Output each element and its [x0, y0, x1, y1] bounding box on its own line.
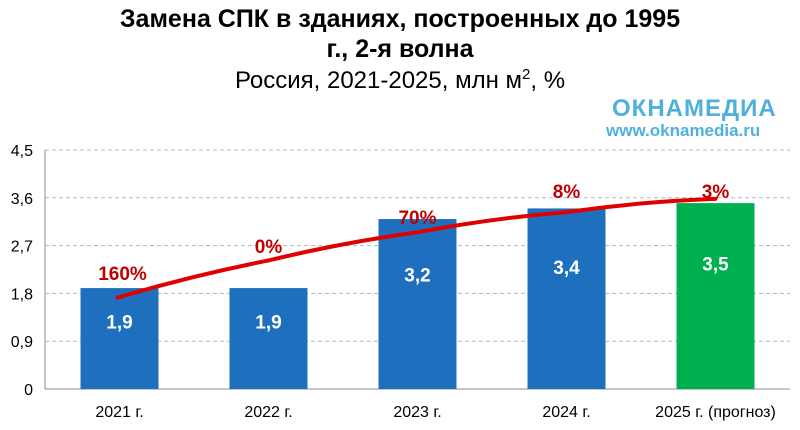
subtitle-tail: , %: [530, 67, 566, 94]
x-tick-label: 2025 г. (прогноз): [655, 404, 776, 421]
growth-label: 3%: [702, 182, 730, 203]
bar-value-label: 3,4: [553, 258, 580, 279]
trend-line: [115, 196, 718, 300]
bar-value-label: 3,5: [702, 255, 729, 276]
y-tick-label: 0,9: [11, 334, 33, 351]
x-tick-label: 2023 г.: [393, 404, 441, 421]
bar: [676, 203, 755, 389]
bar: [527, 208, 606, 389]
bar-value-label: 1,9: [255, 312, 281, 333]
subtitle-text: Россия, 2021-2025, млн м: [234, 67, 523, 94]
subtitle-superscript: 2: [522, 66, 531, 83]
x-tick-label: 2022 г.: [244, 404, 292, 421]
growth-label: 0%: [255, 237, 283, 258]
growth-label: 160%: [98, 264, 147, 285]
bar: [80, 288, 159, 389]
chart-subtitle: Россия, 2021-2025, млн м2, %: [0, 66, 800, 96]
growth-label: 8%: [553, 182, 581, 203]
chart-title-line1: Замена СПК в зданиях, построенных до 199…: [119, 5, 681, 33]
x-tick-label: 2024 г.: [542, 404, 590, 421]
x-tick-label: 2021 г.: [95, 404, 143, 421]
oknamedia-url: www.oknamedia.ru: [606, 121, 761, 140]
bar: [378, 219, 457, 389]
y-tick-label: 2,7: [11, 239, 33, 256]
oknamedia-logo: ОКНАМЕДИА: [612, 95, 777, 122]
bar: [229, 288, 308, 389]
bar-value-label: 1,9: [106, 312, 132, 333]
y-tick-label: 4,5: [11, 143, 33, 160]
y-tick-label: 0: [24, 382, 33, 399]
chart-title-line2: г., 2-я волна: [326, 35, 474, 63]
growth-label: 70%: [398, 208, 436, 229]
bar-value-label: 3,2: [404, 265, 430, 286]
y-tick-label: 3,6: [11, 191, 33, 208]
y-tick-label: 1,8: [11, 286, 33, 303]
